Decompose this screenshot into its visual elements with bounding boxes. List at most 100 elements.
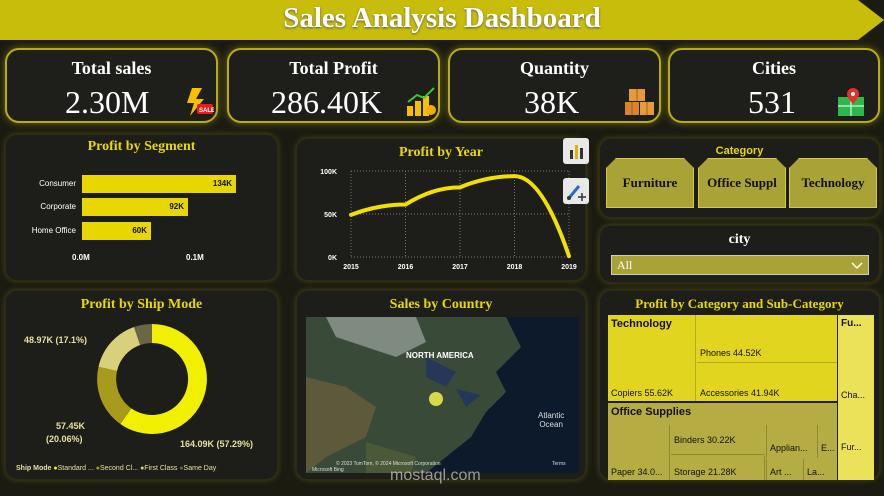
segment-label: Home Office	[31, 226, 76, 235]
tile-label: Fur...	[841, 442, 862, 452]
map-terms-link[interactable]: Terms	[552, 461, 566, 467]
legend-item[interactable]: Second Cl...	[99, 465, 139, 472]
donut-slice	[98, 327, 141, 371]
legend: Ship Mode ●Standard ... ●Second Cl... ●F…	[16, 465, 217, 472]
slice-label: 48.97K (17.1%)	[24, 335, 88, 345]
slice-label: 164.09K (57.29%)	[180, 439, 254, 449]
legend-item[interactable]: Same Day	[183, 465, 217, 472]
card-title: Sales by Country	[389, 297, 493, 312]
legend-item[interactable]: First Class	[144, 465, 178, 472]
boxes-icon	[623, 86, 655, 118]
map-ocean-label: Atlantic Ocean	[538, 411, 565, 429]
x-tick-label: 2017	[452, 264, 468, 271]
tile-label: E...	[821, 443, 835, 453]
ship-mode-donut	[97, 323, 207, 434]
segment-bar[interactable]: 92K	[82, 198, 188, 216]
donut-slice	[134, 323, 152, 345]
kpi-label: Cities	[752, 58, 796, 78]
kpi-cities: Cities 531	[668, 48, 880, 123]
tile-label: Storage 21.28K	[674, 467, 737, 477]
card-title: Profit by Category and Sub-Category	[635, 296, 844, 311]
treemap-tile-e[interactable]: E...	[817, 425, 837, 458]
treemap-tile-appliances[interactable]: Applian...	[766, 425, 816, 458]
profit-by-year-card: Profit by Year 0K 50K 100K 2015 2016 2017 2018…	[296, 138, 586, 281]
treemap-tile-furniture[interactable]: Fu... Cha... Fur...	[838, 315, 874, 480]
slice-label: (20.06%)	[46, 434, 83, 444]
tile-label: Technology	[611, 318, 672, 330]
kpi-label: Total sales	[71, 58, 152, 78]
sales-by-country-card: Sales by Country NORTH AMERICA Atlantic …	[296, 290, 586, 480]
svg-text:SALE: SALE	[199, 108, 214, 114]
data-point	[349, 213, 353, 217]
x-tick: 0.0M	[72, 253, 90, 262]
x-tick-label: 2019	[561, 264, 577, 271]
map-copyright: © 2023 TomTom, © 2024 Microsoft Corporat…	[336, 461, 441, 467]
treemap-tile-copiers[interactable]: Technology Copiers 55.62K	[608, 315, 696, 401]
map-pin-icon	[836, 86, 868, 118]
treemap-tile-accessories[interactable]: Accessories 41.94K	[697, 364, 837, 401]
category-technology-button[interactable]: Technology	[789, 158, 877, 208]
series-line	[349, 174, 571, 259]
x-tick: 0.1M	[186, 253, 204, 262]
kpi-quantity: Quantity 38K	[448, 48, 661, 123]
tile-label: Art ...	[770, 467, 792, 477]
tile-label: Office Supplies	[611, 406, 692, 418]
category-furniture-button[interactable]: Furniture	[606, 158, 694, 208]
treemap-tile-art[interactable]: Art ...	[766, 459, 802, 480]
segment-label: Corporate	[40, 202, 76, 211]
data-point	[458, 185, 462, 189]
brush-plus-icon	[567, 185, 586, 201]
money-chart-icon	[405, 86, 437, 118]
treemap: Technology Technology Copiers 55.62K Phon…	[608, 315, 874, 480]
treemap-tile-binders[interactable]: Binders 30.22K	[671, 425, 765, 455]
x-tick-label: 2015	[343, 264, 359, 271]
city-dropdown[interactable]: All	[611, 255, 869, 275]
title-banner: Sales Analysis Dashboard	[0, 0, 884, 40]
kpi-label: Quantity	[519, 58, 589, 78]
treemap-tile-paper[interactable]: Paper 34.0...	[608, 425, 670, 480]
profit-by-ship-mode-card: Profit by Ship Mode 48.97K (17.1%) 57.45…	[5, 290, 278, 480]
card-title: Profit by Ship Mode	[80, 297, 203, 312]
chevron-down-icon	[851, 262, 863, 270]
profit-by-segment-card: Profit by Segment Consumer Corporate Hom…	[5, 134, 278, 281]
tile-label: Fu...	[841, 318, 862, 329]
segment-label: Consumer	[39, 179, 76, 188]
city-slicer: city All	[599, 225, 880, 283]
kpi-value: 38K	[524, 84, 580, 120]
data-point	[404, 203, 407, 207]
y-tick-label: 100K	[320, 169, 337, 176]
x-tick-label: 2018	[507, 264, 523, 271]
tile-label: Phones 44.52K	[700, 348, 762, 358]
sale-lightning-icon: SALE	[182, 86, 215, 118]
segment-bar[interactable]: 134K	[82, 175, 236, 193]
dropdown-value: All	[617, 258, 633, 272]
kpi-label: Total Profit	[289, 58, 378, 78]
y-tick-label: 0K	[328, 255, 337, 262]
tile-label: Binders 30.22K	[674, 435, 736, 445]
treemap-tile-labels[interactable]: La...	[803, 459, 837, 480]
tile-label: Applian...	[770, 443, 808, 453]
bar-value: 134K	[212, 179, 232, 188]
legend-item[interactable]: Standard ...	[57, 465, 94, 472]
treemap-tile-storage[interactable]: Storage 21.28K	[671, 456, 765, 480]
donut-slice	[97, 366, 132, 424]
kpi-value: 2.30M	[65, 84, 150, 120]
kpi-value: 531	[748, 84, 796, 120]
category-office-button[interactable]: Office Suppl	[698, 158, 786, 208]
chart-toggle-button[interactable]	[563, 138, 589, 164]
edit-chart-button[interactable]	[563, 178, 589, 204]
bing-logo: Microsoft Bing	[312, 467, 344, 473]
slice-label: 57.45K	[56, 421, 86, 431]
tile-label: Cha...	[841, 390, 866, 400]
map-region-label: NORTH AMERICA	[406, 351, 474, 360]
segment-bar[interactable]: 60K	[82, 222, 151, 240]
kpi-total-sales: Total sales 2.30M SALE	[5, 48, 218, 123]
card-title: Profit by Segment	[87, 139, 196, 154]
treemap-tile-phones[interactable]: Phones 44.52K	[697, 315, 837, 363]
dashboard-title: Sales Analysis Dashboard	[283, 2, 601, 34]
x-tick-label: 2016	[398, 264, 414, 271]
map-view[interactable]: NORTH AMERICA Atlantic Ocean © 2023 TomT…	[306, 317, 579, 473]
slicer-title: city	[728, 232, 751, 247]
tile-label: Accessories 41.94K	[700, 388, 780, 398]
slicer-title: Category	[715, 145, 764, 157]
